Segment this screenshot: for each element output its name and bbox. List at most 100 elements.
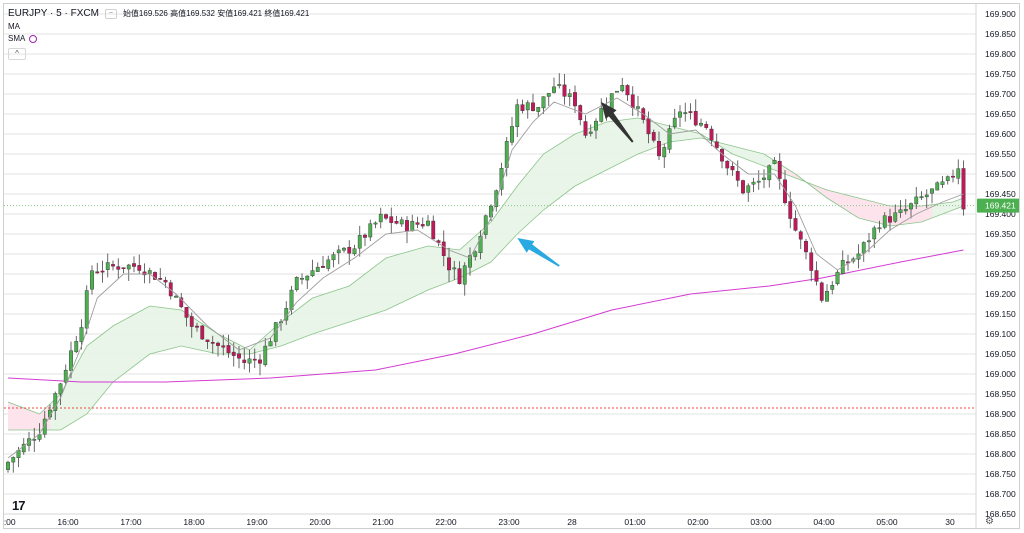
candle-down	[321, 266, 325, 268]
candle-down	[961, 168, 966, 210]
candle-up	[373, 222, 378, 225]
candle-up	[867, 240, 871, 243]
candle-up	[924, 194, 929, 198]
candle-down	[394, 221, 399, 224]
candle-down	[725, 160, 730, 169]
candle-up	[53, 393, 58, 411]
indicator-sma[interactable]: SMA	[8, 34, 38, 43]
price-tick-label: 168.750	[985, 469, 1016, 479]
candle-up	[877, 227, 882, 230]
candle-down	[804, 240, 808, 253]
candle-up	[914, 196, 919, 205]
symbol-label[interactable]: EURJPY · 5 · FXCM	[8, 8, 99, 19]
sma-loading-icon	[29, 34, 38, 43]
chart-frame: 169.900 169.850 169.800 169.750 169.700 169.6…	[3, 3, 1020, 529]
candle-down	[583, 121, 588, 136]
settings-icon[interactable]: ⚙	[985, 516, 994, 527]
candle-up	[861, 242, 866, 254]
black-arrow	[601, 102, 634, 143]
candle-down	[237, 353, 241, 359]
candle-down	[121, 267, 126, 269]
time-tick-label: 16:00	[57, 517, 79, 527]
candle-down	[777, 160, 782, 179]
candle-up	[536, 107, 541, 112]
price-tick-label: 169.250	[985, 269, 1016, 279]
candle-up	[636, 106, 640, 109]
candle-down	[819, 282, 824, 301]
candle-down	[431, 220, 436, 240]
candle-up	[678, 111, 682, 118]
candle-down	[793, 218, 798, 231]
candle-up	[494, 190, 499, 207]
last-price-label: 169.421	[985, 201, 1016, 211]
candle-up	[368, 223, 373, 238]
ma-band-fill	[8, 118, 964, 430]
candle-up	[84, 290, 89, 329]
price-tick-label: 169.800	[985, 49, 1016, 59]
price-tick-label: 169.700	[985, 89, 1016, 99]
candle-up	[289, 289, 294, 310]
price-tick-label: 169.750	[985, 69, 1016, 79]
candle-down	[562, 84, 567, 97]
candle-down	[226, 345, 231, 354]
collapse-icon[interactable]: −	[104, 8, 117, 19]
time-tick-label: 05:00	[876, 517, 898, 527]
candle-down	[888, 216, 892, 223]
price-tick-label: 169.300	[985, 249, 1016, 259]
candle-down	[735, 171, 740, 181]
time-tick-label: 23:00	[498, 517, 520, 527]
candle-down	[730, 166, 735, 171]
candle-up	[336, 249, 341, 254]
price-tick-label: 168.900	[985, 409, 1016, 419]
candle-up	[762, 177, 766, 180]
price-tick-label: 168.800	[985, 449, 1016, 459]
candle-up	[515, 104, 520, 127]
collapse-indicators-button[interactable]: ^	[8, 48, 26, 60]
candle-up	[426, 220, 430, 226]
time-tick-label: 04:00	[813, 517, 835, 527]
price-tick-label: 169.650	[985, 109, 1016, 119]
candle-up	[74, 341, 79, 353]
candle-up	[174, 295, 178, 298]
candle-down	[142, 271, 147, 276]
price-tick-label: 169.450	[985, 189, 1016, 199]
candle-up	[615, 90, 619, 93]
candle-down	[657, 140, 661, 157]
candle-up	[667, 128, 672, 150]
chart-canvas[interactable]: 169.900 169.850 169.800 169.750 169.700 169.6…	[4, 4, 1020, 529]
candle-up	[473, 251, 478, 257]
price-tick-label: 169.600	[985, 129, 1016, 139]
ma-upper-line	[7, 117, 964, 415]
candle-up	[746, 185, 751, 193]
price-tick-label: 169.050	[985, 349, 1016, 359]
candle-up	[352, 248, 357, 255]
candle-up	[268, 341, 273, 347]
candle-down	[741, 180, 745, 194]
candle-up	[79, 327, 84, 342]
candle-up	[683, 112, 688, 114]
price-tick-label: 169.350	[985, 229, 1016, 239]
candle-down	[646, 118, 651, 135]
candle-down	[242, 359, 247, 363]
ma-label: MA	[8, 22, 20, 31]
candle-up	[147, 270, 152, 274]
candle-down	[189, 316, 194, 327]
candle-down	[168, 282, 173, 297]
candle-down	[116, 266, 121, 270]
candle-up	[699, 122, 703, 126]
indicator-ma[interactable]: MA	[8, 22, 20, 31]
candle-down	[704, 123, 709, 128]
candle-up	[525, 102, 530, 111]
candle-up	[273, 322, 278, 342]
candle-down	[573, 92, 577, 107]
candle-up	[909, 203, 913, 210]
candle-up	[247, 358, 252, 364]
candle-down	[258, 359, 262, 364]
candle-down	[457, 268, 462, 284]
price-tick-label: 169.150	[985, 309, 1016, 319]
candle-up	[940, 181, 945, 185]
candle-up	[63, 369, 68, 383]
candle-up	[410, 221, 415, 232]
candle-down	[651, 132, 656, 141]
candle-down	[231, 351, 236, 356]
